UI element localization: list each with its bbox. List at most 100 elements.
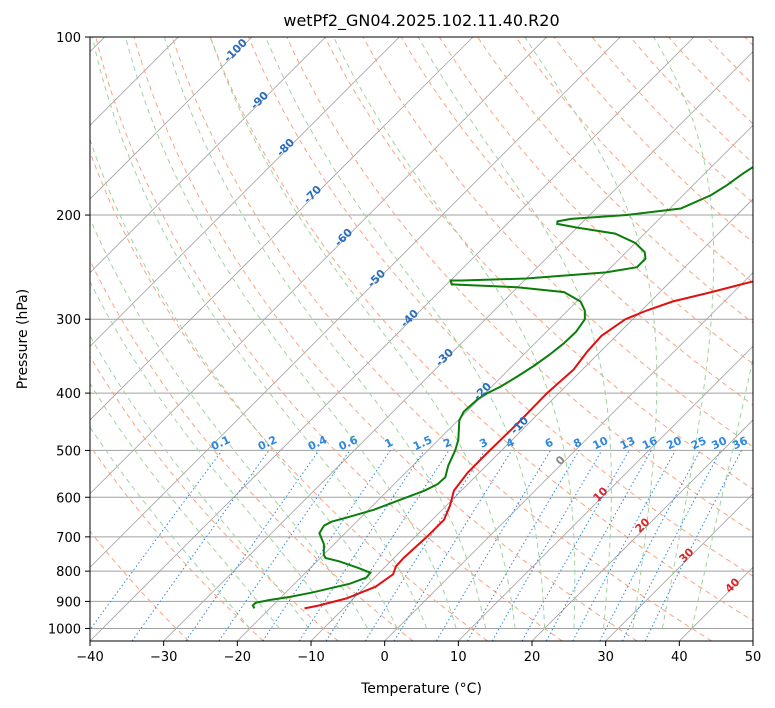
isotherm bbox=[531, 419, 753, 641]
mixing-ratio-label: 1 bbox=[383, 436, 395, 451]
dry-adiabat bbox=[438, 37, 753, 365]
dewpoint-trace bbox=[251, 165, 753, 609]
moist-adiabat-label: 10 bbox=[591, 484, 611, 504]
x-tick-label: 0 bbox=[381, 650, 389, 665]
isotherm bbox=[679, 566, 753, 641]
isotherm bbox=[90, 37, 400, 347]
sounding-traces bbox=[251, 165, 753, 610]
mixing-ratio-line bbox=[325, 450, 450, 641]
dry-adiabat bbox=[133, 37, 638, 641]
mixing-ratio-line bbox=[131, 450, 270, 641]
dry-adiabat bbox=[209, 37, 753, 622]
mixing-ratio-label: 36 bbox=[730, 434, 750, 452]
plot-frame bbox=[89, 36, 754, 642]
moist-adiabat-label: -10 bbox=[508, 414, 531, 437]
dry-adiabat bbox=[553, 37, 753, 244]
moist-adiabat-label: -80 bbox=[274, 136, 297, 159]
moist-adiabat bbox=[265, 37, 545, 629]
mixing-ratio-line bbox=[218, 450, 351, 641]
y-tick-label: 300 bbox=[56, 313, 81, 328]
mixing-ratio-label: 3 bbox=[477, 436, 489, 451]
dry-adiabat bbox=[95, 37, 563, 641]
isotherm bbox=[384, 272, 753, 641]
mixing-ratio-line bbox=[644, 450, 742, 641]
moist-adiabat-label: -20 bbox=[471, 380, 494, 403]
mixing-ratio-line bbox=[572, 450, 676, 641]
moist-adiabat bbox=[524, 37, 658, 629]
isotherm bbox=[90, 37, 474, 421]
dry-adiabat bbox=[171, 37, 712, 641]
x-tick-label: 50 bbox=[745, 650, 762, 665]
isotherm bbox=[90, 37, 326, 274]
moist-adiabat bbox=[333, 37, 576, 629]
isotherm bbox=[458, 345, 753, 641]
moist-adiabat-label: -40 bbox=[398, 307, 421, 330]
dry-adiabat bbox=[477, 37, 753, 324]
x-tick-label: −10 bbox=[297, 650, 324, 665]
moist-adiabat-label: -70 bbox=[301, 183, 324, 206]
moist-adiabat-label: -50 bbox=[365, 267, 388, 290]
moist-adiabat bbox=[209, 37, 516, 629]
isotherm bbox=[90, 37, 621, 568]
mixing-ratio-label: 20 bbox=[664, 434, 684, 452]
isotherm bbox=[752, 640, 753, 641]
mixing-ratio-line bbox=[545, 450, 652, 641]
y-tick-label: 100 bbox=[56, 31, 81, 46]
mixing-ratio-line bbox=[298, 450, 425, 641]
isotherm bbox=[163, 51, 753, 641]
isotherm bbox=[90, 37, 695, 641]
mixing-ratio-label: 6 bbox=[543, 436, 556, 451]
y-tick-label: 1000 bbox=[48, 622, 81, 637]
mixing-ratio-line bbox=[521, 450, 630, 641]
moist-adiabat-label: -30 bbox=[433, 346, 456, 369]
moist-adiabat bbox=[653, 37, 715, 629]
x-axis-label: Temperature (°C) bbox=[360, 681, 482, 697]
isotherm bbox=[237, 124, 753, 641]
dry-adiabat bbox=[400, 37, 753, 406]
moist-adiabat-label: 20 bbox=[633, 515, 653, 535]
mixing-ratio-line bbox=[599, 450, 701, 641]
x-tick-label: −20 bbox=[224, 650, 251, 665]
x-tick-label: 10 bbox=[450, 650, 467, 665]
dry-adiabat bbox=[248, 37, 753, 577]
moist-adiabat bbox=[91, 37, 428, 629]
mixing-ratio-line bbox=[185, 450, 320, 641]
moist-adiabat-label: -100 bbox=[221, 36, 250, 65]
dry-adiabat bbox=[90, 355, 339, 641]
isotherm bbox=[90, 37, 547, 495]
y-tick-label: 900 bbox=[56, 595, 81, 610]
isotherm bbox=[310, 198, 753, 641]
x-tick-label: −40 bbox=[76, 650, 103, 665]
background-lines bbox=[90, 37, 753, 641]
mixing-ratio-label: 16 bbox=[640, 434, 660, 452]
x-tick-label: 30 bbox=[597, 650, 614, 665]
dry-adiabat bbox=[90, 444, 264, 641]
isotherm bbox=[90, 37, 253, 200]
dry-adiabat bbox=[706, 37, 753, 86]
mixing-ratio-line bbox=[393, 450, 513, 641]
moist-adiabat bbox=[90, 217, 369, 629]
dry-adiabat bbox=[515, 37, 753, 284]
dry-adiabat bbox=[744, 37, 753, 47]
moist-adiabat-label: 30 bbox=[677, 545, 697, 565]
mixing-ratio-line bbox=[435, 450, 552, 641]
moist-adiabat-label: 0 bbox=[553, 453, 568, 468]
y-tick-label: 400 bbox=[56, 387, 81, 402]
chart-title: wetPf2_GN04.2025.102.11.40.R20 bbox=[283, 11, 559, 31]
moist-adiabat-label: -60 bbox=[332, 226, 355, 249]
mixing-ratio-label: 10 bbox=[591, 434, 611, 452]
moist-adiabat bbox=[90, 382, 280, 629]
mixing-ratio-line bbox=[364, 450, 486, 641]
isotherm bbox=[605, 493, 753, 641]
moist-adiabat bbox=[691, 355, 753, 629]
moist-adiabat bbox=[417, 37, 612, 629]
dry-adiabat bbox=[286, 37, 753, 534]
y-axis-label: Pressure (hPa) bbox=[15, 289, 31, 389]
moist-adiabat bbox=[163, 37, 487, 629]
moist-adiabat-label: 40 bbox=[723, 575, 743, 595]
dry-adiabat bbox=[90, 530, 190, 641]
y-tick-label: 800 bbox=[56, 565, 81, 580]
x-tick-label: −30 bbox=[150, 650, 177, 665]
y-tick-label: 500 bbox=[56, 444, 81, 459]
